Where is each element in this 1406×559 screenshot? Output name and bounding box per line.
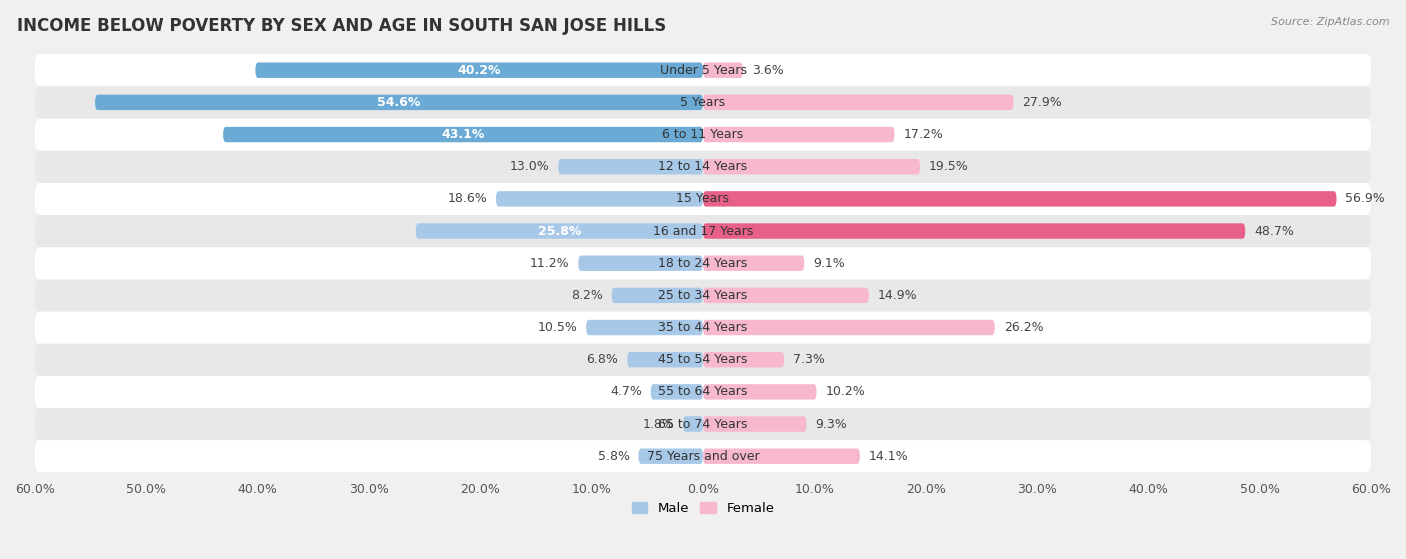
FancyBboxPatch shape [35, 86, 1371, 119]
Text: 25.8%: 25.8% [537, 225, 581, 238]
FancyBboxPatch shape [703, 416, 807, 432]
FancyBboxPatch shape [703, 191, 1337, 207]
FancyBboxPatch shape [496, 191, 703, 207]
FancyBboxPatch shape [703, 448, 860, 464]
Text: 35 to 44 Years: 35 to 44 Years [658, 321, 748, 334]
Text: 6.8%: 6.8% [586, 353, 619, 366]
Text: 65 to 74 Years: 65 to 74 Years [658, 418, 748, 430]
Text: 9.3%: 9.3% [815, 418, 848, 430]
FancyBboxPatch shape [35, 376, 1371, 408]
FancyBboxPatch shape [35, 408, 1371, 440]
FancyBboxPatch shape [703, 320, 994, 335]
Text: 10.5%: 10.5% [537, 321, 578, 334]
FancyBboxPatch shape [612, 288, 703, 303]
Text: 14.9%: 14.9% [877, 289, 918, 302]
Text: 18 to 24 Years: 18 to 24 Years [658, 257, 748, 269]
FancyBboxPatch shape [558, 159, 703, 174]
Text: 14.1%: 14.1% [869, 449, 908, 463]
Text: 12 to 14 Years: 12 to 14 Years [658, 160, 748, 173]
FancyBboxPatch shape [35, 280, 1371, 311]
FancyBboxPatch shape [703, 223, 1246, 239]
FancyBboxPatch shape [35, 215, 1371, 247]
FancyBboxPatch shape [703, 159, 920, 174]
Text: INCOME BELOW POVERTY BY SEX AND AGE IN SOUTH SAN JOSE HILLS: INCOME BELOW POVERTY BY SEX AND AGE IN S… [17, 17, 666, 35]
Text: 4.7%: 4.7% [610, 385, 641, 399]
FancyBboxPatch shape [578, 255, 703, 271]
FancyBboxPatch shape [703, 255, 804, 271]
Legend: Male, Female: Male, Female [626, 496, 780, 520]
Text: 75 Years and over: 75 Years and over [647, 449, 759, 463]
Text: 45 to 54 Years: 45 to 54 Years [658, 353, 748, 366]
Text: Source: ZipAtlas.com: Source: ZipAtlas.com [1271, 17, 1389, 27]
FancyBboxPatch shape [416, 223, 703, 239]
Text: 54.6%: 54.6% [377, 96, 420, 109]
Text: 9.1%: 9.1% [813, 257, 845, 269]
Text: 43.1%: 43.1% [441, 128, 485, 141]
FancyBboxPatch shape [651, 384, 703, 400]
Text: 8.2%: 8.2% [571, 289, 603, 302]
Text: Under 5 Years: Under 5 Years [659, 64, 747, 77]
Text: 55 to 64 Years: 55 to 64 Years [658, 385, 748, 399]
FancyBboxPatch shape [703, 288, 869, 303]
FancyBboxPatch shape [35, 311, 1371, 344]
Text: 5 Years: 5 Years [681, 96, 725, 109]
FancyBboxPatch shape [703, 352, 785, 367]
FancyBboxPatch shape [35, 247, 1371, 280]
FancyBboxPatch shape [683, 416, 703, 432]
Text: 10.2%: 10.2% [825, 385, 865, 399]
Text: 17.2%: 17.2% [904, 128, 943, 141]
Text: 6 to 11 Years: 6 to 11 Years [662, 128, 744, 141]
FancyBboxPatch shape [35, 183, 1371, 215]
FancyBboxPatch shape [703, 94, 1014, 110]
FancyBboxPatch shape [35, 119, 1371, 150]
FancyBboxPatch shape [703, 63, 744, 78]
FancyBboxPatch shape [35, 344, 1371, 376]
FancyBboxPatch shape [586, 320, 703, 335]
FancyBboxPatch shape [224, 127, 703, 142]
Text: 48.7%: 48.7% [1254, 225, 1294, 238]
Text: 26.2%: 26.2% [1004, 321, 1043, 334]
Text: 27.9%: 27.9% [1022, 96, 1063, 109]
FancyBboxPatch shape [256, 63, 703, 78]
FancyBboxPatch shape [35, 54, 1371, 86]
Text: 25 to 34 Years: 25 to 34 Years [658, 289, 748, 302]
Text: 13.0%: 13.0% [509, 160, 550, 173]
Text: 19.5%: 19.5% [929, 160, 969, 173]
Text: 16 and 17 Years: 16 and 17 Years [652, 225, 754, 238]
Text: 3.6%: 3.6% [752, 64, 783, 77]
FancyBboxPatch shape [35, 150, 1371, 183]
Text: 11.2%: 11.2% [530, 257, 569, 269]
FancyBboxPatch shape [638, 448, 703, 464]
Text: 7.3%: 7.3% [793, 353, 825, 366]
Text: 5.8%: 5.8% [598, 449, 630, 463]
FancyBboxPatch shape [35, 440, 1371, 472]
Text: 40.2%: 40.2% [457, 64, 501, 77]
Text: 15 Years: 15 Years [676, 192, 730, 205]
Text: 56.9%: 56.9% [1346, 192, 1385, 205]
Text: 18.6%: 18.6% [447, 192, 486, 205]
FancyBboxPatch shape [703, 127, 894, 142]
FancyBboxPatch shape [96, 94, 703, 110]
FancyBboxPatch shape [703, 384, 817, 400]
Text: 1.8%: 1.8% [643, 418, 673, 430]
FancyBboxPatch shape [627, 352, 703, 367]
